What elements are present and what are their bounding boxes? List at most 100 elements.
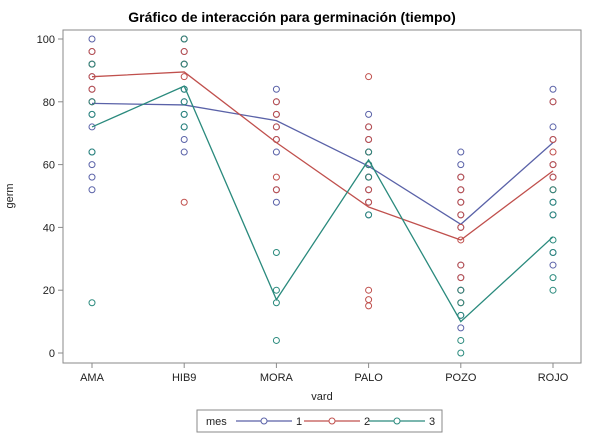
data-point bbox=[272, 249, 280, 257]
data-point bbox=[549, 261, 557, 269]
data-point bbox=[457, 186, 465, 194]
data-point bbox=[365, 211, 373, 219]
data-point bbox=[88, 48, 96, 56]
legend-marker-1 bbox=[260, 417, 268, 425]
data-point bbox=[88, 173, 96, 181]
y-tick-label: 100 bbox=[37, 34, 55, 46]
data-point bbox=[180, 98, 188, 106]
data-point bbox=[180, 110, 188, 118]
data-point bbox=[365, 148, 373, 156]
data-point bbox=[457, 223, 465, 231]
data-point bbox=[272, 85, 280, 93]
data-point bbox=[180, 60, 188, 68]
legend-label-2: 2 bbox=[364, 416, 370, 428]
data-point bbox=[549, 249, 557, 257]
data-point bbox=[180, 35, 188, 43]
x-tick-label: MORA bbox=[260, 372, 294, 384]
series-line-3 bbox=[91, 85, 554, 323]
data-point bbox=[549, 198, 557, 206]
legend-label-3: 3 bbox=[429, 416, 435, 428]
data-point bbox=[457, 148, 465, 156]
data-point bbox=[365, 123, 373, 131]
x-tick-label: HIB9 bbox=[172, 372, 196, 384]
x-axis: AMA HIB9 MORA PALO POZO ROJO bbox=[80, 363, 569, 384]
series-layer bbox=[88, 35, 557, 357]
legend-marker-3 bbox=[393, 417, 401, 425]
data-point bbox=[549, 98, 557, 106]
data-point bbox=[549, 211, 557, 219]
data-point bbox=[457, 198, 465, 206]
data-point bbox=[457, 286, 465, 294]
legend: mes 1 2 3 bbox=[196, 409, 443, 433]
data-point bbox=[180, 135, 188, 143]
legend-title: mes bbox=[206, 416, 227, 428]
data-point bbox=[180, 73, 188, 81]
data-point bbox=[88, 123, 96, 131]
data-point bbox=[272, 98, 280, 106]
data-point bbox=[549, 161, 557, 169]
data-point bbox=[549, 148, 557, 156]
data-point bbox=[457, 161, 465, 169]
data-point bbox=[457, 211, 465, 219]
y-tick-label: 80 bbox=[43, 97, 55, 109]
data-point bbox=[180, 148, 188, 156]
data-point bbox=[88, 299, 96, 307]
data-point bbox=[457, 324, 465, 332]
data-point bbox=[457, 336, 465, 344]
x-tick-label: POZO bbox=[445, 372, 477, 384]
legend-marker-2 bbox=[328, 417, 336, 425]
data-point bbox=[180, 48, 188, 56]
data-point bbox=[549, 186, 557, 194]
data-point bbox=[365, 135, 373, 143]
data-point bbox=[549, 274, 557, 282]
x-tick-label: ROJO bbox=[538, 372, 569, 384]
data-point bbox=[457, 236, 465, 244]
data-point bbox=[457, 261, 465, 269]
data-point bbox=[457, 349, 465, 357]
plot-area bbox=[62, 29, 582, 364]
data-point bbox=[549, 85, 557, 93]
data-point bbox=[457, 299, 465, 307]
series-line-1 bbox=[91, 102, 554, 226]
y-tick-label: 0 bbox=[49, 348, 55, 360]
data-point bbox=[365, 173, 373, 181]
data-point bbox=[549, 286, 557, 294]
data-point bbox=[365, 302, 373, 310]
data-point bbox=[88, 98, 96, 106]
data-point bbox=[88, 85, 96, 93]
data-point bbox=[365, 110, 373, 118]
y-axis: 0 20 40 60 80 100 bbox=[37, 34, 63, 360]
data-point bbox=[88, 110, 96, 118]
data-point bbox=[457, 173, 465, 181]
data-point bbox=[549, 123, 557, 131]
data-point bbox=[549, 135, 557, 143]
data-point bbox=[272, 123, 280, 131]
y-tick-label: 40 bbox=[43, 222, 55, 234]
data-point bbox=[272, 110, 280, 118]
data-point bbox=[88, 35, 96, 43]
data-point bbox=[365, 198, 373, 206]
y-tick-label: 60 bbox=[43, 160, 55, 172]
data-point bbox=[365, 73, 373, 81]
data-point bbox=[272, 148, 280, 156]
data-point bbox=[272, 286, 280, 294]
data-point bbox=[272, 336, 280, 344]
data-point bbox=[88, 186, 96, 194]
data-point bbox=[180, 198, 188, 206]
chart-title: Gráfico de interacción para germinación … bbox=[128, 9, 456, 25]
x-tick-label: AMA bbox=[80, 372, 105, 384]
data-point bbox=[88, 148, 96, 156]
x-axis-title: vard bbox=[311, 391, 332, 403]
data-point bbox=[88, 60, 96, 68]
series-3 bbox=[88, 35, 557, 357]
data-point bbox=[180, 123, 188, 131]
data-point bbox=[272, 186, 280, 194]
y-tick-label: 20 bbox=[43, 285, 55, 297]
x-tick-label: PALO bbox=[354, 372, 383, 384]
data-point bbox=[549, 173, 557, 181]
series-line-2 bbox=[91, 71, 554, 241]
data-point bbox=[88, 161, 96, 169]
y-axis-title: germ bbox=[4, 183, 16, 208]
data-point bbox=[272, 198, 280, 206]
